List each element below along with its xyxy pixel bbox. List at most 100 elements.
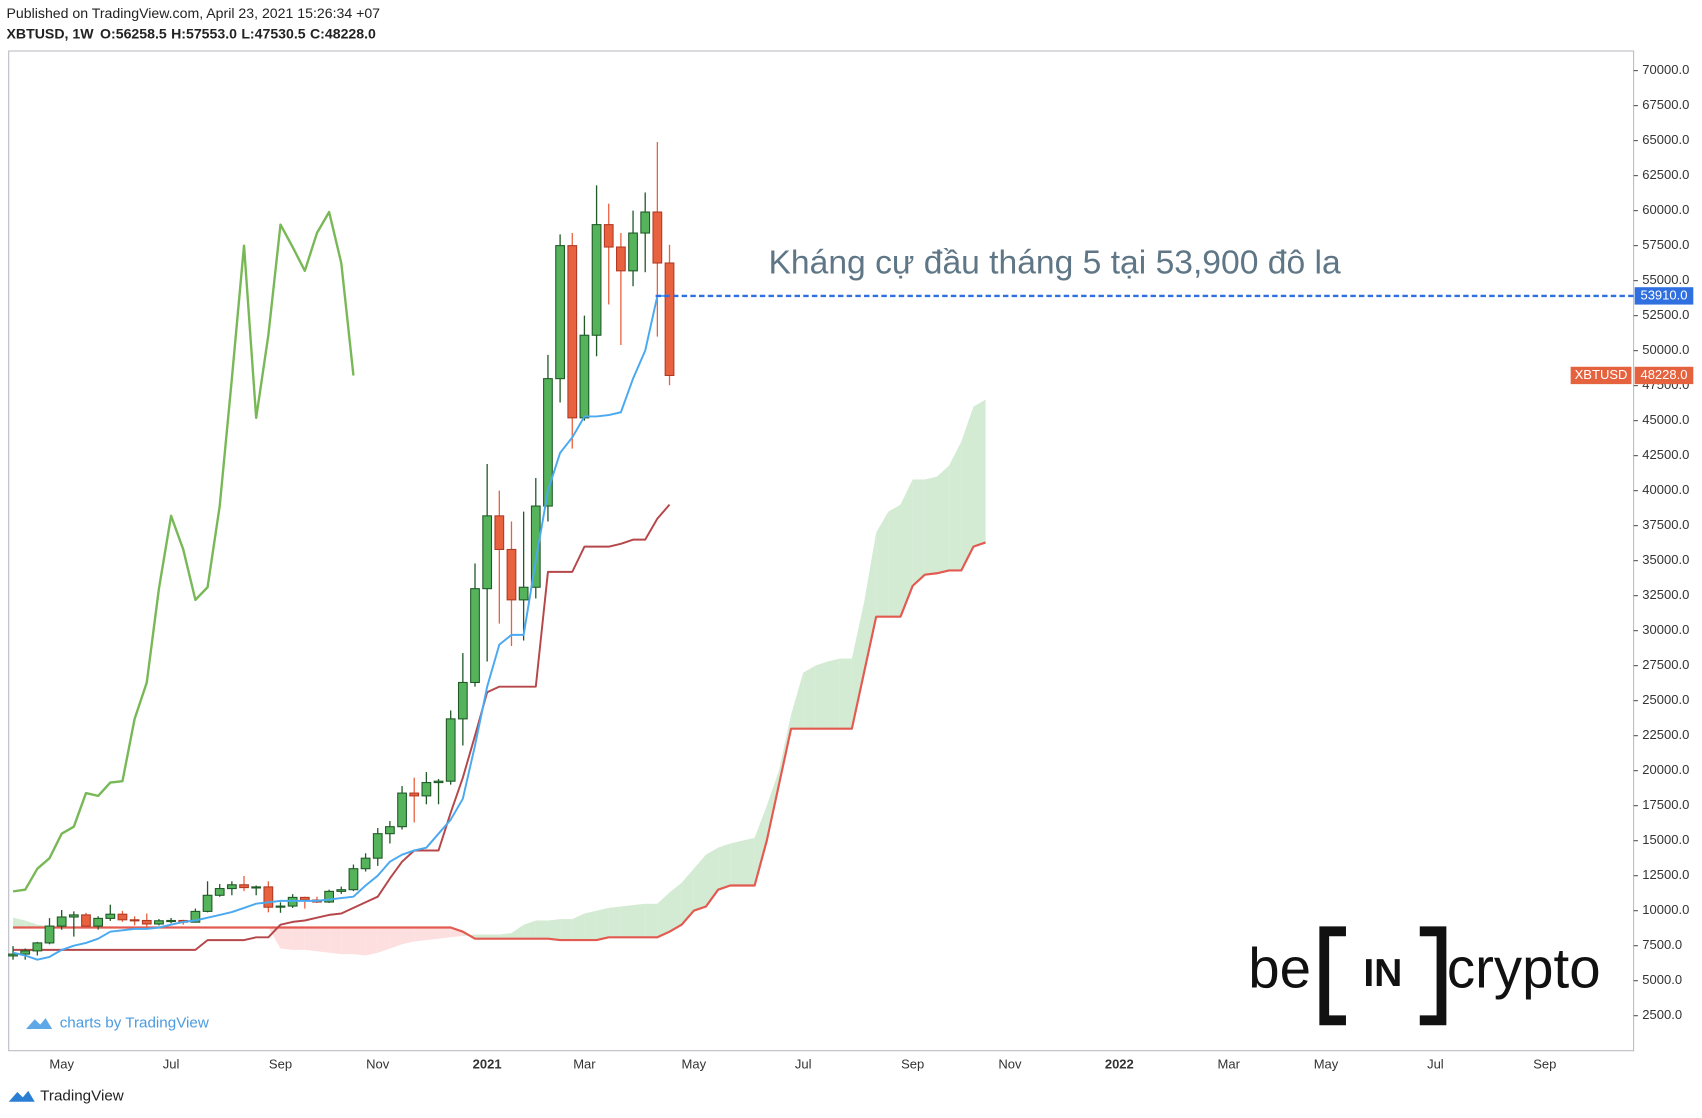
cloud-segment xyxy=(754,805,767,886)
cloud-segment xyxy=(450,927,463,938)
footer-text: TradingView xyxy=(40,1087,124,1104)
cloud-segment xyxy=(535,920,548,939)
cloud-segment xyxy=(341,927,354,955)
footer-icon xyxy=(8,1090,35,1102)
cloud-segment xyxy=(669,882,682,932)
watermark-icon xyxy=(26,1018,53,1029)
cloud-segment xyxy=(292,927,305,950)
candle-body xyxy=(628,232,638,272)
y-tick-label: 37500.0 xyxy=(1642,517,1689,532)
plot-frame xyxy=(8,50,1635,1052)
candle-body xyxy=(652,211,663,264)
candle-body xyxy=(141,919,152,925)
y-tick-label: 55000.0 xyxy=(1642,272,1689,287)
candle-body xyxy=(93,917,104,927)
candle-body xyxy=(372,833,383,859)
footer: TradingView xyxy=(8,1087,124,1104)
cloud-segment xyxy=(304,927,317,952)
logo-in: IN xyxy=(1363,952,1402,995)
y-tick-label: 67500.0 xyxy=(1642,97,1689,112)
candle-body xyxy=(299,896,310,901)
cloud-segment xyxy=(864,532,877,673)
ohlc-high: H:57553.0 xyxy=(171,25,237,41)
y-tick-label: 45000.0 xyxy=(1642,412,1689,427)
cloud-segment xyxy=(693,854,706,911)
ohlc-open: O:56258.5 xyxy=(100,25,167,41)
y-tick-label: 15000.0 xyxy=(1642,832,1689,847)
candle-body xyxy=(555,245,565,380)
candle-body xyxy=(482,515,493,590)
y-tick-label: 2500.0 xyxy=(1642,1007,1682,1022)
cloud-segment xyxy=(803,665,816,729)
cloud-segment xyxy=(572,913,585,941)
x-tick-label: 2021 xyxy=(473,1056,502,1071)
x-tick-label: Jul xyxy=(795,1056,812,1071)
y-tick-label: 22500.0 xyxy=(1642,727,1689,742)
candle-body xyxy=(397,792,407,828)
cloud-segment xyxy=(608,906,621,938)
cloud-segment xyxy=(924,476,937,575)
candle-body xyxy=(591,224,602,336)
y-tick-label: 30000.0 xyxy=(1642,622,1689,637)
x-tick-label: Mar xyxy=(1218,1056,1241,1071)
cloud-segment xyxy=(584,910,597,941)
candle-body xyxy=(445,718,456,782)
cloud-segment xyxy=(973,399,986,547)
cloud-segment xyxy=(815,661,828,729)
symbol-tag xyxy=(1570,366,1632,385)
candle-body xyxy=(567,245,578,419)
y-tick-label: 60000.0 xyxy=(1642,202,1689,217)
cloud-segment xyxy=(25,920,38,928)
candle-body xyxy=(105,913,116,919)
y-tick-label: 27500.0 xyxy=(1642,657,1689,672)
x-tick-label: May xyxy=(49,1056,74,1071)
candle-body xyxy=(506,548,517,601)
cloud-segment xyxy=(949,441,962,571)
candle-body xyxy=(68,914,79,918)
candle-body xyxy=(457,681,468,720)
x-tick-label: May xyxy=(682,1056,707,1071)
cloud-segment xyxy=(402,927,415,945)
candle-body xyxy=(56,916,67,927)
y-tick-label: 5000.0 xyxy=(1642,972,1682,987)
y-tick-label: 65000.0 xyxy=(1642,132,1689,147)
x-tick-label: Jul xyxy=(1427,1056,1444,1071)
candle-body xyxy=(20,950,31,955)
candle-body xyxy=(226,884,237,890)
candle-body xyxy=(530,505,541,588)
cloud-segment xyxy=(936,465,950,574)
candle-body xyxy=(640,211,651,234)
y-tick-label: 50000.0 xyxy=(1642,342,1689,357)
cloud-segment xyxy=(705,847,719,907)
candle-body xyxy=(421,782,432,797)
y-tick-label: 17500.0 xyxy=(1642,797,1689,812)
candle-body xyxy=(129,919,140,922)
cloud-segment xyxy=(523,920,536,939)
cloud-segment xyxy=(316,927,330,953)
y-tick-label: 7500.0 xyxy=(1642,937,1682,952)
cloud-segment xyxy=(791,672,804,729)
cloud-segment xyxy=(560,919,573,941)
cloud-segment xyxy=(888,504,901,617)
candle-body xyxy=(154,920,164,925)
candle-body xyxy=(81,914,91,927)
cloud-segment xyxy=(414,927,427,942)
cloud-segment xyxy=(718,843,731,890)
candle-body xyxy=(32,942,43,952)
cloud-segment xyxy=(633,903,646,938)
price-tag-label: 48228.0 xyxy=(1640,367,1687,382)
candle-body xyxy=(616,246,626,272)
cloud-segment xyxy=(657,892,670,938)
y-tick-label: 25000.0 xyxy=(1642,692,1689,707)
cloud-segment xyxy=(353,927,366,956)
cloud-segment xyxy=(596,907,609,941)
chikou-line xyxy=(12,210,355,893)
x-tick-label: Sep xyxy=(1533,1056,1556,1071)
cloud-segment xyxy=(645,903,658,938)
candle-body xyxy=(239,884,249,889)
candle-body xyxy=(664,262,675,376)
candle-body xyxy=(275,905,286,908)
plot-layer: 2500.0 5000.0 7500.0 10000.0 12500.0 15000.0 1… xyxy=(8,62,1694,1071)
